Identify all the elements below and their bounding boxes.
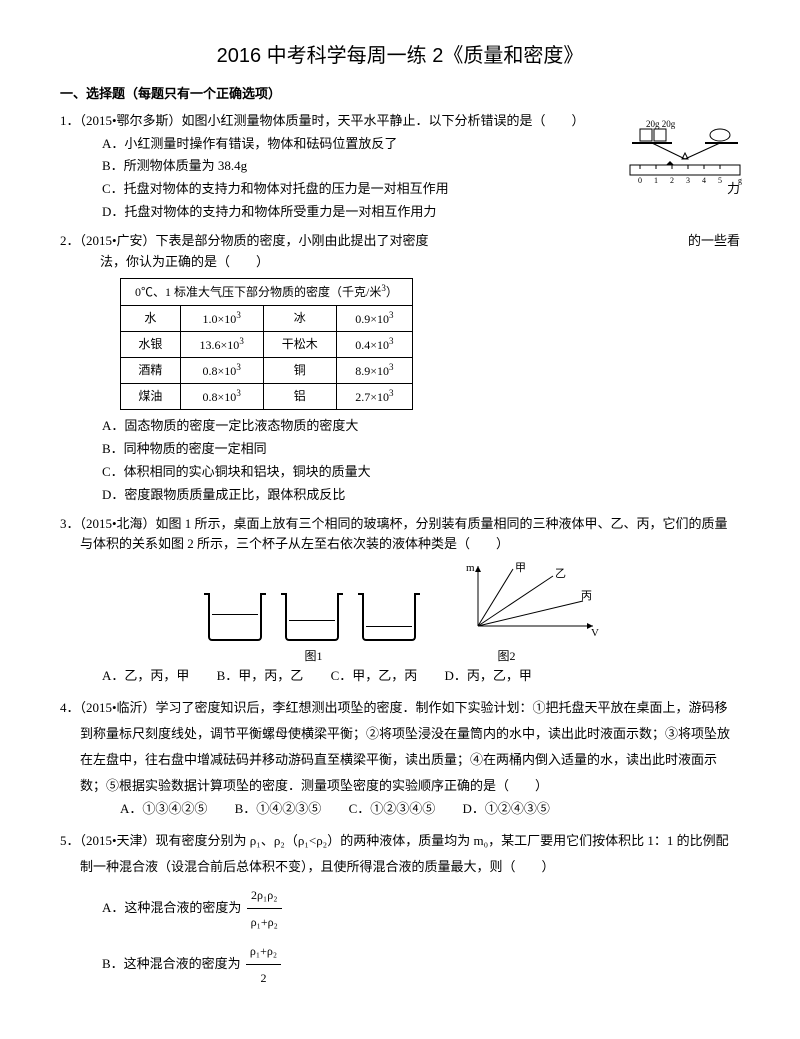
question-5: 5．（2015•天津）现有密度分别为 ρ₁、ρ₂（ρ₁<ρ₂）的两种液体，质量均…	[60, 828, 740, 992]
weight-label: 20g 20g	[646, 119, 676, 129]
svg-text:甲: 甲	[515, 562, 526, 574]
table-row: 水银 13.6×103 干松木 0.4×103	[121, 331, 413, 357]
scale-svg: 20g 20g 0 1 2 3 4 5 g	[620, 117, 750, 187]
fraction-a: 2ρ₁ρ₂ ρ₁+ρ₂	[247, 882, 282, 936]
svg-text:0: 0	[638, 176, 642, 185]
cell: 煤油	[121, 384, 181, 410]
beaker-3	[362, 595, 416, 641]
q5-option-b: B．这种混合液的密度为 ρ₁+ρ₂ 2	[102, 938, 740, 992]
frac-num: ρ₁+ρ₂	[246, 938, 281, 965]
figure-labels: 图1 图2	[60, 647, 740, 666]
q4-stem: 4．（2015•临沂）学习了密度知识后，李红想测出项坠的密度．制作如下实验计划：…	[60, 695, 740, 799]
axis-v: V	[591, 627, 599, 639]
q4-options: A．①③④②⑤ B．①④②③⑤ C．①②③④⑤ D．①②④③⑤	[60, 799, 740, 820]
q1-option-d: D．托盘对物体的支持力和物体所受重力是一对相互作用力	[102, 202, 740, 223]
q2-option-b: B．同种物质的密度一定相同	[102, 439, 740, 460]
svg-text:乙: 乙	[555, 567, 566, 580]
q2-option-d: D．密度跟物质质量成正比，跟体积成反比	[102, 485, 740, 506]
water-level	[366, 626, 412, 637]
q3-option-c: C．甲，乙，丙	[331, 668, 418, 683]
q5-stem: 5．（2015•天津）现有密度分别为 ρ₁、ρ₂（ρ₁<ρ₂）的两种液体，质量均…	[60, 828, 740, 880]
q5-optb-text: B．这种混合液的密度为	[102, 956, 241, 971]
svg-text:g: g	[738, 176, 742, 185]
frac-den: ρ₁+ρ₂	[247, 909, 282, 935]
svg-text:2: 2	[670, 176, 674, 185]
q4-option-a: A．①③④②⑤	[120, 801, 207, 816]
table-row: 煤油 0.8×103 铝 2.7×103	[121, 384, 413, 410]
cell: 铝	[263, 384, 336, 410]
question-4: 4．（2015•临沂）学习了密度知识后，李红想测出项坠的密度．制作如下实验计划：…	[60, 695, 740, 820]
q2-stem-c: 法，你认为正确的是（ ）	[80, 254, 269, 269]
axis-m: m	[466, 562, 475, 574]
cell: 13.6×103	[180, 331, 263, 357]
q3-option-b: B．甲，丙，乙	[217, 668, 304, 683]
q4-option-c: C．①②③④⑤	[349, 801, 436, 816]
q2-stem-b: 的一些看	[708, 231, 740, 252]
cell: 酒精	[121, 357, 181, 383]
density-table: 0℃、1 标准大气压下部分物质的密度（千克/米3） 水 1.0×103 冰 0.…	[120, 278, 413, 410]
beaker-2	[285, 595, 339, 641]
page-title: 2016 中考科学每周一练 2《质量和密度》	[60, 40, 740, 72]
fig2-label: 图2	[422, 647, 592, 666]
q3-options: A．乙，丙，甲 B．甲，丙，乙 C．甲，乙，丙 D．丙，乙，甲	[60, 666, 740, 687]
q4-option-d: D．①②④③⑤	[462, 801, 549, 816]
q3-stem: 3．（2015•北海）如图 1 所示，桌面上放有三个相同的玻璃杯，分别装有质量相…	[60, 514, 740, 556]
fraction-b: ρ₁+ρ₂ 2	[246, 938, 281, 992]
svg-text:3: 3	[686, 176, 690, 185]
question-3: 3．（2015•北海）如图 1 所示，桌面上放有三个相同的玻璃杯，分别装有质量相…	[60, 514, 740, 688]
q3-figures: m V 甲 乙 丙	[60, 561, 740, 641]
cell: 1.0×103	[180, 305, 263, 331]
caption-text: 0℃、1 标准大气压下部分物质的密度（千克/米	[135, 285, 381, 299]
balance-scale-figure: 20g 20g 0 1 2 3 4 5 g	[620, 117, 750, 187]
cell: 水银	[121, 331, 181, 357]
frac-den: 2	[246, 965, 281, 991]
frac-num: 2ρ₁ρ₂	[247, 882, 282, 909]
water-level	[289, 620, 335, 637]
question-2: 2．（2015•广安）下表是部分物质的密度，小刚由此提出了对密度 的一些看 法，…	[60, 231, 740, 506]
svg-text:5: 5	[718, 176, 722, 185]
svg-text:丙: 丙	[581, 590, 592, 602]
q2-stem: 2．（2015•广安）下表是部分物质的密度，小刚由此提出了对密度 的一些看 法，…	[60, 231, 740, 273]
beaker-1	[208, 595, 262, 641]
cell: 0.9×103	[336, 305, 412, 331]
svg-text:4: 4	[702, 176, 706, 185]
cell: 2.7×103	[336, 384, 412, 410]
q4-option-b: B．①④②③⑤	[235, 801, 322, 816]
cell: 水	[121, 305, 181, 331]
question-1: 20g 20g 0 1 2 3 4 5 g 1．（2015•鄂尔多斯）如	[60, 111, 740, 223]
water-level	[212, 614, 258, 637]
cell: 0.8×103	[180, 384, 263, 410]
q3-option-d: D．丙，乙，甲	[444, 668, 531, 683]
cell: 铜	[263, 357, 336, 383]
fig1-label: 图1	[209, 647, 419, 666]
cell: 8.9×103	[336, 357, 412, 383]
caption-close: ）	[386, 285, 398, 299]
cell: 0.8×103	[180, 357, 263, 383]
cell: 0.4×103	[336, 331, 412, 357]
q2-option-c: C．体积相同的实心铜块和铝块，铜块的质量大	[102, 462, 740, 483]
q2-stem-a: 2．（2015•广安）下表是部分物质的密度，小刚由此提出了对密度	[60, 233, 429, 248]
table-row: 酒精 0.8×103 铜 8.9×103	[121, 357, 413, 383]
table-row: 水 1.0×103 冰 0.9×103	[121, 305, 413, 331]
q1-optc-text: C．托盘对物体的支持力和物体对托盘的压力是一对相互作用	[102, 181, 449, 196]
cell: 干松木	[263, 331, 336, 357]
q5-option-a: A．这种混合液的密度为 2ρ₁ρ₂ ρ₁+ρ₂	[102, 882, 740, 936]
q5-opta-text: A．这种混合液的密度为	[102, 900, 241, 915]
svg-text:1: 1	[654, 176, 658, 185]
q3-option-a: A．乙，丙，甲	[102, 668, 189, 683]
section-heading: 一、选择题（每题只有一个正确选项）	[60, 84, 740, 105]
q2-option-a: A．固态物质的密度一定比液态物质的密度大	[102, 416, 740, 437]
cell: 冰	[263, 305, 336, 331]
table-caption: 0℃、1 标准大气压下部分物质的密度（千克/米3）	[121, 279, 413, 305]
mv-graph: m V 甲 乙 丙	[463, 561, 603, 641]
